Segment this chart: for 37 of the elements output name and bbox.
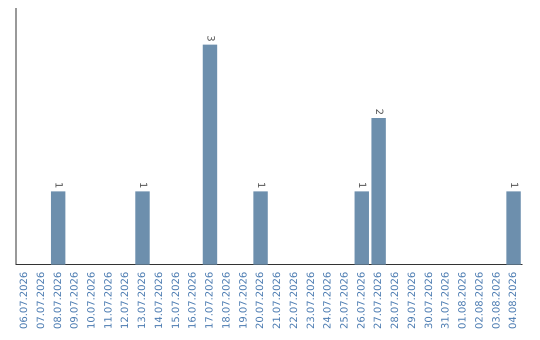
x-tick-label: 15.07.2026 bbox=[170, 272, 182, 330]
x-tick-label: 26.07.2026 bbox=[356, 272, 368, 330]
x-tick-label: 01.08.2026 bbox=[458, 272, 469, 330]
x-tick-label: 07.07.2026 bbox=[36, 272, 47, 330]
x-tick-label: 25.07.2026 bbox=[339, 272, 350, 330]
x-tick-label: 28.07.2026 bbox=[390, 272, 402, 330]
x-tick-label: 12.07.2026 bbox=[120, 272, 132, 330]
x-tick-label: 14.07.2026 bbox=[154, 272, 165, 330]
x-tick-label: 30.07.2026 bbox=[424, 272, 435, 330]
x-tick-label: 04.08.2026 bbox=[508, 272, 520, 330]
data-label: 1 bbox=[136, 182, 148, 188]
x-tick-label: 27.07.2026 bbox=[373, 272, 384, 330]
data-label: 1 bbox=[254, 182, 266, 188]
x-tick-label: 18.07.2026 bbox=[221, 272, 232, 330]
x-tick-label: 19.07.2026 bbox=[238, 272, 250, 330]
x-tick-label: 16.07.2026 bbox=[188, 272, 199, 330]
x-tick-label: 21.07.2026 bbox=[272, 272, 284, 330]
data-label: 1 bbox=[508, 182, 519, 188]
x-tick-label: 03.08.2026 bbox=[491, 272, 502, 330]
x-tick-label: 22.07.2026 bbox=[288, 272, 300, 330]
x-tick-label: 20.07.2026 bbox=[255, 272, 266, 330]
data-label: 1 bbox=[356, 182, 368, 188]
x-tick-label: 23.07.2026 bbox=[306, 272, 317, 330]
data-label: 1 bbox=[52, 182, 64, 188]
x-tick-label: 24.07.2026 bbox=[322, 272, 334, 330]
x-tick-label: 08.07.2026 bbox=[52, 272, 64, 330]
x-tick-label: 10.07.2026 bbox=[86, 272, 98, 330]
x-tick-label: 11.07.2026 bbox=[103, 272, 114, 330]
x-tick-label: 29.07.2026 bbox=[406, 272, 418, 330]
x-tick-label: 13.07.2026 bbox=[137, 272, 148, 330]
x-tick-label: 09.07.2026 bbox=[70, 272, 81, 330]
x-tick-label: 31.07.2026 bbox=[440, 272, 452, 330]
x-tick-label: 17.07.2026 bbox=[204, 272, 216, 330]
x-tick-label: 06.07.2026 bbox=[19, 272, 30, 330]
data-label: 2 bbox=[373, 108, 384, 116]
data-label: 3 bbox=[204, 35, 216, 42]
x-tick-label: 02.08.2026 bbox=[474, 272, 486, 330]
